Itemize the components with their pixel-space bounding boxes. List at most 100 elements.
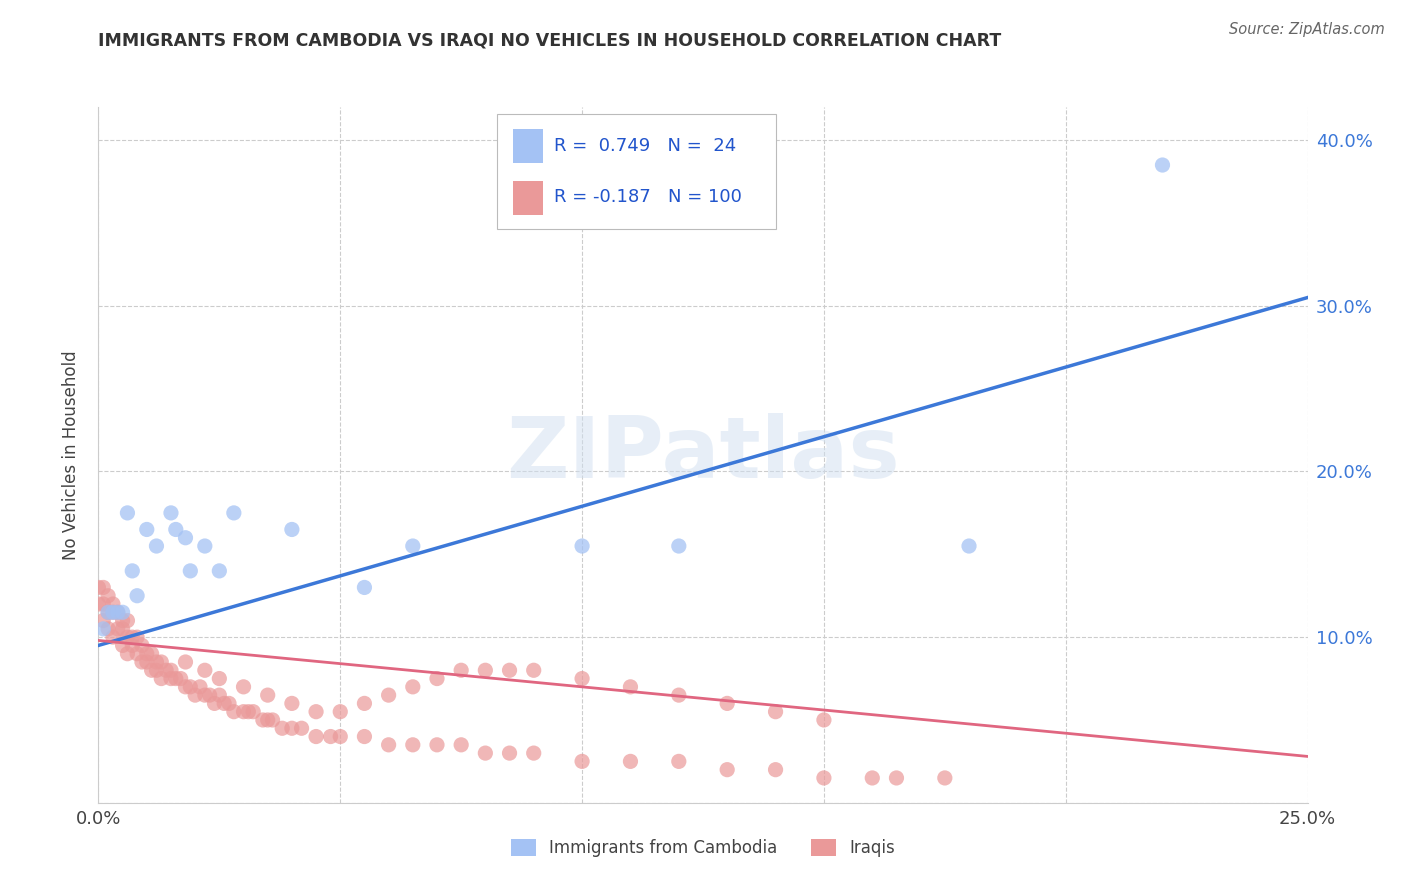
Point <box>194 688 217 702</box>
Point <box>402 738 425 752</box>
Point <box>256 713 278 727</box>
Point <box>450 663 472 677</box>
Point <box>155 663 177 677</box>
Point <box>271 721 294 735</box>
Point <box>127 647 149 661</box>
Point <box>111 622 134 636</box>
Point <box>101 630 124 644</box>
Point <box>111 639 134 653</box>
Point <box>957 539 980 553</box>
Point <box>716 763 738 777</box>
Point <box>934 771 956 785</box>
Point <box>232 705 254 719</box>
Point <box>117 614 139 628</box>
Point <box>1152 158 1174 172</box>
Point <box>305 730 328 744</box>
Point <box>252 713 274 727</box>
Point <box>353 730 375 744</box>
Text: R =  0.749   N =  24: R = 0.749 N = 24 <box>554 137 737 155</box>
Point <box>87 597 110 611</box>
Point <box>117 506 139 520</box>
Point <box>222 506 245 520</box>
FancyBboxPatch shape <box>513 129 543 162</box>
Text: Source: ZipAtlas.com: Source: ZipAtlas.com <box>1229 22 1385 37</box>
Point <box>619 680 641 694</box>
Point <box>179 564 201 578</box>
Point <box>184 688 207 702</box>
Point <box>668 688 690 702</box>
Point <box>97 605 120 619</box>
Point <box>101 597 124 611</box>
Point <box>194 663 217 677</box>
Point <box>111 614 134 628</box>
Point <box>145 539 167 553</box>
Point <box>91 597 114 611</box>
Text: R = -0.187   N = 100: R = -0.187 N = 100 <box>554 188 742 206</box>
Point <box>232 680 254 694</box>
Point <box>111 605 134 619</box>
Point <box>426 672 449 686</box>
Point <box>107 622 129 636</box>
Point <box>860 771 883 785</box>
Point <box>402 680 425 694</box>
Point <box>813 713 835 727</box>
Point <box>127 589 149 603</box>
Point <box>765 763 787 777</box>
Point <box>668 539 690 553</box>
Point <box>886 771 908 785</box>
Point <box>204 697 226 711</box>
Point <box>402 539 425 553</box>
Point <box>238 705 260 719</box>
Point <box>256 688 278 702</box>
Point <box>498 746 520 760</box>
Point <box>121 630 143 644</box>
Point <box>174 680 197 694</box>
Point <box>281 523 304 537</box>
Point <box>165 672 187 686</box>
Point <box>353 697 375 711</box>
Point <box>131 655 153 669</box>
Point <box>97 622 120 636</box>
Point <box>426 738 449 752</box>
Point <box>212 697 235 711</box>
Point <box>194 539 217 553</box>
Point <box>169 672 191 686</box>
Point <box>150 672 173 686</box>
Point <box>97 589 120 603</box>
Point <box>127 630 149 644</box>
Point <box>208 672 231 686</box>
Point <box>716 697 738 711</box>
Point <box>765 705 787 719</box>
Point <box>571 672 593 686</box>
Point <box>117 630 139 644</box>
Point <box>329 730 352 744</box>
Point <box>218 697 240 711</box>
Point <box>145 655 167 669</box>
Point <box>450 738 472 752</box>
Point <box>160 672 183 686</box>
Point <box>121 564 143 578</box>
Point <box>117 647 139 661</box>
Point <box>262 713 284 727</box>
Point <box>619 755 641 769</box>
Legend: Immigrants from Cambodia, Iraqis: Immigrants from Cambodia, Iraqis <box>505 832 901 864</box>
Point <box>281 697 304 711</box>
Point <box>290 721 312 735</box>
Point <box>165 523 187 537</box>
Point <box>242 705 264 719</box>
Point <box>188 680 211 694</box>
Point <box>329 705 352 719</box>
Point <box>135 655 157 669</box>
FancyBboxPatch shape <box>513 181 543 215</box>
Point <box>353 581 375 595</box>
Point <box>571 755 593 769</box>
Point <box>131 639 153 653</box>
Point <box>141 663 163 677</box>
Y-axis label: No Vehicles in Household: No Vehicles in Household <box>62 350 80 560</box>
Point <box>208 564 231 578</box>
Point <box>101 605 124 619</box>
Point <box>91 614 114 628</box>
Point <box>281 721 304 735</box>
Text: ZIPatlas: ZIPatlas <box>506 413 900 497</box>
Point <box>121 639 143 653</box>
